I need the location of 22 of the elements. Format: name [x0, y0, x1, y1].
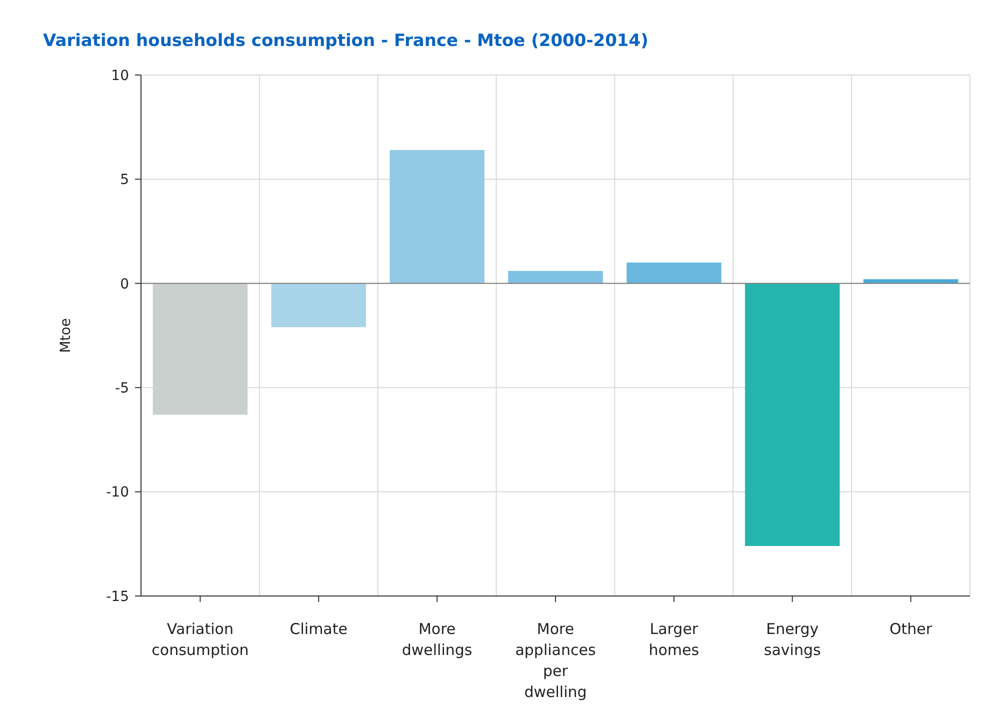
bar [152, 283, 248, 415]
x-tick-label: More appliances per dwelling [515, 620, 596, 701]
y-tick-label: 0 [120, 276, 129, 292]
y-axis-title: Mtoe [58, 318, 74, 353]
x-tick-label: Variation consumption [152, 620, 249, 659]
bar [390, 150, 484, 284]
y-tick-label: 5 [120, 172, 129, 188]
bar [271, 283, 366, 328]
bar [863, 279, 958, 284]
x-tick-label: Larger homes [648, 620, 700, 659]
chart-title: Variation households consumption - France - Mtoe (2000-2014) [43, 31, 648, 51]
bar [626, 262, 722, 284]
y-tick-label: 10 [111, 68, 129, 84]
bar [744, 283, 840, 546]
x-tick-label: More dwellings [402, 620, 472, 659]
y-tick-label: -5 [115, 380, 129, 396]
x-tick-label: Energy savings [764, 620, 821, 659]
y-tick-label: -10 [106, 484, 129, 501]
bar [508, 270, 603, 284]
x-tick-label: Other [889, 620, 933, 638]
x-tick-label: Climate [290, 620, 348, 638]
y-tick-label: -15 [106, 588, 129, 605]
